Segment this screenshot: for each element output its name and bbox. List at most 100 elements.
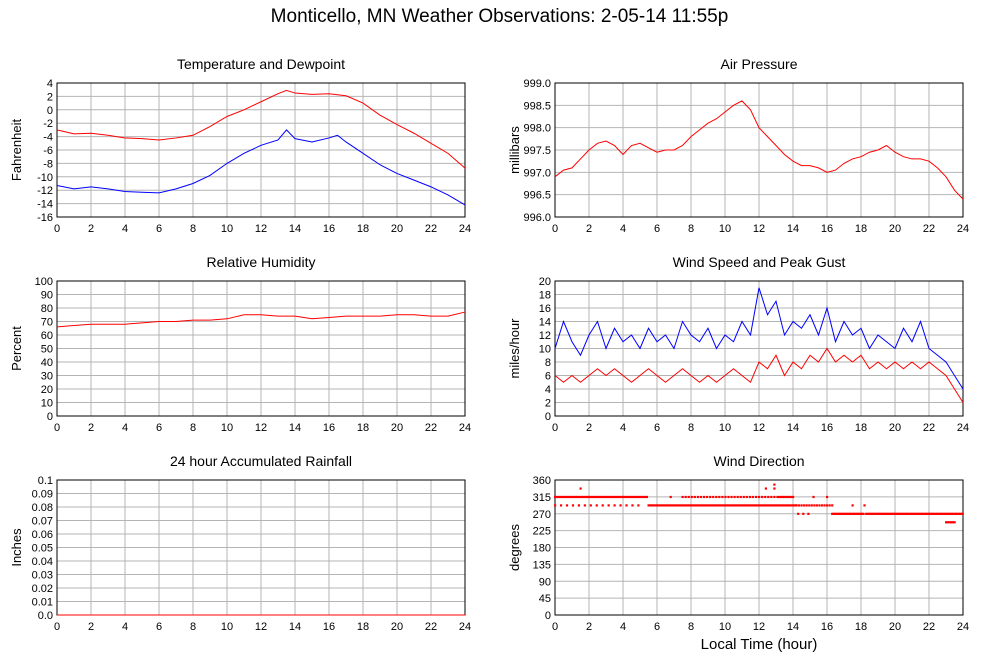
direction-point <box>601 504 604 507</box>
direction-point <box>601 495 604 499</box>
direction-point <box>954 512 958 515</box>
direction-point <box>739 504 742 507</box>
direction-point <box>591 495 594 499</box>
direction-x-tick-label: 2 <box>586 621 592 633</box>
direction-point <box>623 495 626 499</box>
direction-point <box>645 495 648 499</box>
pressure-chart-title: Air Pressure <box>720 56 797 72</box>
direction-point <box>712 495 715 499</box>
pressure-x-tick-label: 14 <box>787 223 799 235</box>
rain-y-tick-label: 0.03 <box>32 570 53 582</box>
direction-point <box>554 504 557 507</box>
direction-point <box>555 495 558 499</box>
direction-point <box>713 504 716 507</box>
temp-y-tick-label: 2 <box>47 91 53 103</box>
direction-point <box>951 521 954 524</box>
direction-point <box>565 504 569 507</box>
direction-point <box>919 512 922 515</box>
direction-point <box>702 495 706 499</box>
direction-point <box>802 512 805 515</box>
direction-x-tick-label: 8 <box>688 621 694 633</box>
rain-x-tick-label: 6 <box>156 621 162 633</box>
direction-point <box>937 512 940 515</box>
rain-x-tick-label: 24 <box>459 621 471 633</box>
direction-x-tick-label: 18 <box>855 621 867 633</box>
direction-point <box>771 504 774 507</box>
direction-point <box>938 512 941 515</box>
humidity-y-tick-label: 40 <box>41 357 53 369</box>
direction-point <box>564 495 567 499</box>
wind-y-tick-label: 16 <box>539 303 551 315</box>
direction-point <box>705 495 709 499</box>
direction-point <box>667 504 671 507</box>
direction-x-tick-label: 4 <box>620 621 626 633</box>
direction-y-tick-label: 0 <box>545 610 551 622</box>
direction-point <box>776 495 779 499</box>
direction-point <box>717 504 720 507</box>
direction-point <box>627 495 630 499</box>
direction-point <box>683 504 686 507</box>
direction-chart-title: Wind Direction <box>713 453 804 469</box>
direction-point <box>729 504 732 507</box>
temp-x-tick-label: 18 <box>357 223 369 235</box>
direction-point <box>583 504 586 507</box>
temp-y-tick-label: -16 <box>37 212 53 224</box>
direction-point <box>630 495 633 499</box>
humidity-x-tick-label: 4 <box>122 422 128 434</box>
direction-point <box>807 512 810 515</box>
direction-point <box>559 495 562 499</box>
temp-x-tick-label: 10 <box>221 223 233 235</box>
direction-point <box>945 521 948 524</box>
direction-point <box>767 495 770 499</box>
direction-point <box>560 495 563 499</box>
humidity-x-tick-label: 8 <box>190 422 196 434</box>
pressure-x-tick-label: 18 <box>855 223 867 235</box>
direction-point <box>608 495 611 499</box>
direction-point <box>869 512 872 515</box>
direction-point <box>861 512 864 515</box>
direction-point <box>855 512 858 515</box>
direction-point <box>875 512 879 515</box>
wind-y-tick-label: 0 <box>545 411 551 423</box>
direction-point <box>948 521 951 524</box>
direction-point <box>664 504 667 507</box>
direction-point <box>640 495 643 499</box>
temp-x-tick-label: 22 <box>425 223 437 235</box>
direction-point <box>933 512 936 515</box>
direction-point <box>943 512 947 515</box>
direction-point <box>918 512 921 515</box>
direction-point <box>870 512 873 515</box>
direction-point <box>690 495 693 499</box>
direction-point <box>748 495 752 499</box>
direction-point <box>770 495 773 499</box>
page-title: Monticello, MN Weather Observations: 2-0… <box>270 6 729 27</box>
direction-point <box>895 512 898 515</box>
direction-point <box>605 495 608 499</box>
direction-point <box>788 495 791 499</box>
direction-point <box>776 504 779 507</box>
wind-x-tick-label: 24 <box>957 422 969 434</box>
direction-point <box>833 512 837 515</box>
direction-point <box>797 504 801 507</box>
direction-y-tick-label: 45 <box>539 593 551 605</box>
direction-point <box>935 512 939 515</box>
direction-point <box>763 504 766 507</box>
direction-y-tick-label: 135 <box>533 559 551 571</box>
temp-y-tick-label: -12 <box>37 185 53 197</box>
direction-point <box>569 495 572 499</box>
direction-point <box>896 512 899 515</box>
direction-point <box>673 504 676 507</box>
direction-point <box>934 512 937 515</box>
rain-x-tick-label: 4 <box>122 621 128 633</box>
direction-point <box>948 512 951 515</box>
direction-point <box>783 495 786 499</box>
temp-x-tick-label: 8 <box>190 223 196 235</box>
direction-point <box>905 512 909 515</box>
direction-point <box>690 504 693 507</box>
direction-point <box>790 495 793 499</box>
humidity-y-tick-label: 70 <box>41 317 53 329</box>
pressure-plot-frame <box>554 82 964 218</box>
